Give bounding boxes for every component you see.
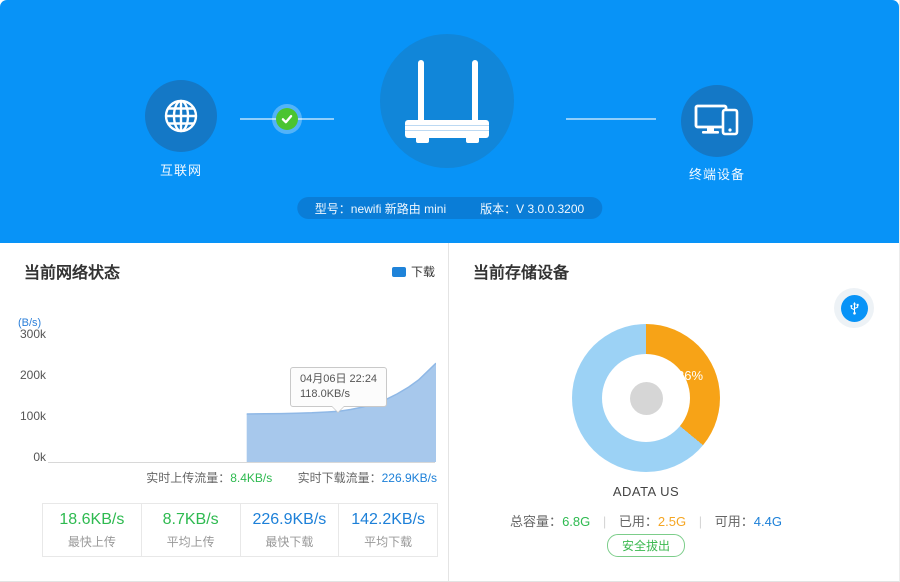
y-tick: 0k: [33, 450, 46, 464]
storage-panel: 当前存储设备 36%: [449, 243, 899, 581]
separator: |: [698, 514, 703, 529]
tooltip-value: 118.0KB/s: [300, 388, 350, 400]
stat-label: 平均上传: [166, 534, 215, 549]
hero-banner: 互联网: [0, 0, 899, 243]
stat-average-download: 142.2KB/s 平均下载: [338, 504, 437, 556]
stat-value: 8.7KB/s: [162, 510, 219, 528]
network-panel-title: 当前网络状态: [24, 265, 121, 282]
capacity-used-value: 2.5G: [657, 514, 687, 529]
device-name: ADATA US: [612, 484, 680, 499]
legend-swatch: [391, 266, 406, 277]
realtime-upload-value: 8.4KB/s: [230, 471, 273, 485]
model-badge: 型号：newifi 新路由 mini 版本：V 3.0.0.3200: [296, 197, 603, 219]
chart-tooltip: 04月06日 22:24 118.0KB/s: [290, 367, 388, 413]
stat-value: 142.2KB/s: [351, 510, 426, 528]
terminal-node: [681, 85, 753, 157]
capacity-free-value: 4.4G: [753, 514, 782, 529]
stat-label: 最快下载: [265, 534, 314, 549]
y-tick: 300k: [19, 327, 46, 341]
download-legend[interactable]: 下载: [391, 263, 435, 280]
tooltip-time: 04月06日 22:24: [300, 373, 378, 385]
separator: |: [602, 514, 607, 529]
capacity-total-label: 总容量：: [510, 514, 563, 529]
realtime-row: 实时上传流量：8.4KB/s 实时下载流量：226.9KB/s: [146, 469, 437, 486]
router-node: [380, 34, 514, 168]
stat-fastest-upload: 18.6KB/s 最快上传: [43, 504, 141, 556]
internet-node: [145, 80, 217, 152]
network-status-panel: 当前网络状态 下载 (B/s) 300k 200k 100k 0k 04月06日…: [0, 243, 449, 581]
usb-device-button[interactable]: [834, 288, 874, 328]
realtime-download-label: 实时下载流量：: [297, 471, 382, 485]
usb-icon: [840, 294, 868, 322]
main-content: 当前网络状态 下载 (B/s) 300k 200k 100k 0k 04月06日…: [0, 243, 899, 581]
donut-center-dot: [630, 382, 663, 415]
stat-fastest-download: 226.9KB/s 最快下载: [239, 504, 339, 556]
speed-stats-table: 18.6KB/s 最快上传 8.7KB/s 平均上传 226.9KB/s 最快下…: [42, 503, 438, 557]
version-text: 版本：V 3.0.0.3200: [480, 201, 585, 216]
eject-row: 安全拔出: [449, 534, 843, 557]
devices-icon: [693, 101, 741, 141]
storage-donut-chart[interactable]: 36%: [572, 324, 720, 472]
realtime-download-value: 226.9KB/s: [381, 471, 437, 485]
capacity-used-label: 已用：: [618, 514, 658, 529]
capacity-free-label: 可用：: [714, 514, 754, 529]
check-icon: [276, 108, 298, 130]
capacity-row: 总容量：6.8G | 已用：2.5G | 可用：4.4G: [449, 511, 843, 530]
globe-icon: [159, 94, 203, 138]
storage-panel-title: 当前存储设备: [473, 265, 570, 282]
terminal-label: 终端设备: [688, 167, 745, 182]
legend-label: 下载: [410, 265, 435, 279]
stat-value: 226.9KB/s: [252, 510, 327, 528]
internet-label: 互联网: [159, 163, 202, 178]
y-tick: 200k: [19, 368, 46, 382]
stat-label: 平均下载: [364, 534, 413, 549]
stat-label: 最快上传: [67, 534, 116, 549]
y-axis-unit: (B/s): [18, 317, 42, 329]
connector-line-right: [566, 118, 656, 120]
safe-eject-button[interactable]: 安全拔出: [606, 534, 685, 557]
stat-value: 18.6KB/s: [59, 510, 125, 528]
x-axis-line: [48, 462, 435, 463]
capacity-total-value: 6.8G: [562, 514, 591, 529]
y-tick: 100k: [19, 409, 46, 423]
realtime-upload-label: 实时上传流量：: [146, 471, 231, 485]
model-text: 型号：newifi 新路由 mini: [314, 201, 447, 216]
stat-average-upload: 8.7KB/s 平均上传: [140, 504, 240, 556]
connection-status: [272, 104, 302, 134]
donut-used-percent: 36%: [677, 368, 704, 383]
